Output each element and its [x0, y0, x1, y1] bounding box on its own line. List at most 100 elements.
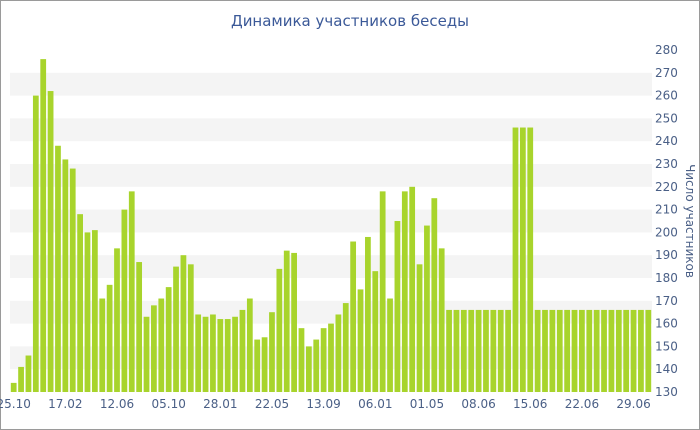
bar	[151, 305, 157, 392]
bar	[291, 252, 297, 392]
bar	[210, 314, 216, 392]
bar	[47, 91, 54, 392]
x-tick-label: 25.10	[0, 397, 31, 411]
grid-band	[10, 300, 652, 324]
bar	[165, 287, 172, 392]
y-tick-label: 200	[655, 225, 678, 239]
y-tick-label: 210	[655, 203, 678, 217]
bar	[246, 298, 253, 392]
bar	[342, 303, 349, 392]
bar	[372, 271, 379, 392]
grid-bands	[10, 72, 652, 370]
x-tick-label: 22.05	[255, 397, 289, 411]
x-tick-label: 06.01	[358, 397, 392, 411]
bar	[320, 328, 327, 392]
bar	[99, 298, 106, 392]
bar	[542, 309, 548, 392]
bar	[283, 250, 290, 392]
y-tick-label: 230	[655, 157, 678, 171]
x-tick-label: 08.06	[461, 397, 495, 411]
bar	[187, 264, 194, 392]
x-tick-label: 22.06	[565, 397, 599, 411]
bar	[305, 346, 312, 392]
bar	[136, 262, 143, 392]
bar	[55, 145, 61, 392]
bar	[601, 309, 607, 392]
bar	[446, 309, 452, 392]
bar	[505, 309, 511, 392]
x-tick-label: 13.09	[306, 397, 340, 411]
bar	[84, 232, 91, 392]
y-tick-label: 190	[655, 248, 678, 262]
grid-band	[10, 209, 652, 233]
bar	[261, 337, 268, 392]
bar	[564, 309, 571, 392]
bar	[571, 309, 578, 392]
bar	[483, 309, 489, 392]
bar	[512, 127, 519, 393]
bar	[298, 328, 305, 392]
y-tick-label: 160	[655, 317, 678, 331]
bar	[32, 95, 39, 392]
bar	[549, 309, 556, 392]
y-tick-label: 180	[655, 271, 678, 285]
y-tick-label: 240	[655, 134, 678, 148]
bar	[350, 241, 357, 392]
bar	[438, 248, 445, 392]
bar	[173, 266, 179, 392]
bar	[431, 198, 438, 392]
bar	[254, 339, 261, 392]
bar	[519, 127, 526, 393]
bar	[579, 309, 585, 392]
bar	[379, 191, 386, 392]
bar	[534, 309, 541, 392]
y-axis-label: Число участников	[683, 164, 697, 278]
x-tick-label: 28.01	[203, 397, 237, 411]
bar	[62, 159, 69, 392]
bar	[40, 59, 47, 393]
bar	[106, 284, 113, 392]
y-tick-label: 170	[655, 294, 678, 308]
y-tick-label: 270	[655, 66, 678, 80]
bar	[269, 312, 275, 392]
bar	[490, 309, 497, 392]
bar	[195, 314, 202, 392]
bar	[128, 191, 135, 392]
bar	[158, 298, 165, 392]
bar	[556, 309, 563, 392]
bar	[586, 309, 593, 392]
y-axis-ticks: 130 140 150 160 170 180 190 200 210 220 230 240 250 2…	[655, 43, 678, 399]
bar	[143, 316, 150, 392]
bar	[475, 309, 482, 392]
bar	[424, 225, 430, 392]
x-tick-label: 29.06	[616, 397, 650, 411]
bar	[239, 309, 246, 392]
x-tick-label: 12.06	[100, 397, 134, 411]
bar	[365, 236, 371, 392]
bar	[121, 209, 128, 392]
bar	[224, 319, 231, 392]
bar	[276, 268, 283, 392]
bar	[468, 309, 475, 392]
grid-band	[10, 72, 652, 96]
grid-band	[10, 164, 652, 187]
x-tick-label: 15.06	[513, 397, 547, 411]
bar	[232, 316, 238, 392]
bar	[409, 186, 416, 392]
y-tick-label: 140	[655, 362, 678, 376]
bar	[497, 309, 504, 392]
bar	[630, 309, 637, 392]
x-tick-label: 17.02	[48, 397, 82, 411]
bar	[217, 319, 224, 392]
bar	[615, 309, 622, 392]
bar-series	[10, 59, 652, 393]
y-tick-label: 260	[655, 89, 678, 103]
bar	[638, 309, 644, 392]
bar	[623, 309, 630, 392]
bar	[394, 221, 401, 392]
bar	[18, 366, 24, 392]
bar	[313, 339, 320, 392]
y-tick-label: 220	[655, 180, 678, 194]
y-tick-label: 280	[655, 43, 678, 57]
grid-band	[10, 118, 652, 142]
